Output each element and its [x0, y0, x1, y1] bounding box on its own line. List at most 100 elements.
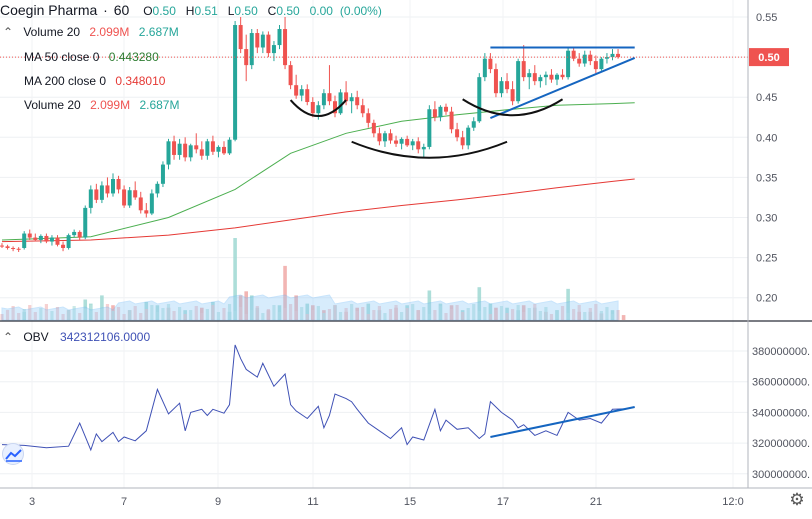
volume-bar [350, 304, 354, 320]
volume-bar [444, 313, 448, 320]
volume-bar [522, 312, 526, 320]
volume-bar [422, 307, 426, 320]
ohlc-low-value: 0.50 [234, 4, 258, 18]
candle-body [177, 143, 182, 155]
candle-body [88, 189, 93, 208]
candle-body [516, 61, 521, 102]
candle-body [55, 237, 60, 245]
candle-body [77, 231, 82, 238]
candle-body [399, 138, 404, 144]
chevron-up-icon[interactable]: ⌃ [2, 330, 14, 344]
volume-bar [194, 306, 198, 320]
candle-body [521, 61, 526, 78]
base-arc-drawing[interactable] [289, 99, 347, 117]
change-percent: (0.00%) [339, 4, 382, 18]
volume-bar [61, 314, 65, 320]
volume-bar [83, 309, 87, 320]
candle-body [616, 53, 621, 58]
volume-ma-area [1, 294, 619, 321]
grid-layer [0, 0, 748, 488]
candle-body [310, 102, 315, 114]
price-tick-label: 0.20 [756, 293, 777, 305]
interval-label[interactable]: 60 [113, 2, 130, 18]
obv-trendline[interactable] [490, 406, 635, 438]
candle-body [38, 235, 43, 240]
candle-body [560, 74, 565, 78]
volume-bar [366, 314, 370, 320]
candle-body [455, 129, 460, 138]
volume-bar [233, 311, 237, 320]
tradingview-logo-icon[interactable] [2, 443, 24, 465]
volume-bar [233, 238, 237, 320]
volume-bar [438, 306, 443, 320]
volume-bar [555, 310, 559, 320]
volume-bar [216, 312, 221, 320]
volume-legend-row[interactable]: ⌃ Volume 20 2.099M 2.687M [0, 23, 179, 42]
candle-body [72, 231, 77, 236]
volume-bar [227, 304, 232, 320]
volume-bar [183, 314, 187, 320]
base-arc-drawing[interactable] [351, 140, 508, 159]
candle-body [105, 185, 110, 194]
symbol-title[interactable]: Coegin Pharma [0, 2, 98, 18]
price-tick-label: 0.30 [756, 213, 777, 225]
ma200-legend-row[interactable]: MA 200 close 0 0.348010 [24, 72, 165, 91]
time-tick-label: 17 [497, 496, 509, 508]
candle-body [333, 101, 337, 114]
candle-body [366, 113, 371, 123]
candle-body [588, 54, 593, 62]
volume-bar [499, 306, 504, 320]
volume-bar [44, 304, 48, 320]
candle-body [566, 50, 571, 78]
time-tick-label: 3 [29, 496, 35, 508]
candle-body [277, 29, 282, 46]
candle-body [505, 81, 510, 90]
candle-body [155, 183, 160, 194]
volume2-legend-row[interactable]: Volume 20 2.099M 2.687M [24, 96, 179, 115]
obv-line [1, 344, 624, 452]
candle-body [160, 164, 165, 184]
candle-body [27, 233, 32, 238]
volume-bar [5, 310, 10, 320]
volume-bar [189, 310, 193, 320]
chevron-up-icon[interactable]: ⌃ [2, 25, 14, 39]
candle-body [122, 189, 127, 206]
volume-bar [599, 311, 603, 320]
volume-bar [560, 306, 565, 320]
ma50-legend-row[interactable]: MA 50 close 0 0.443280 [24, 48, 159, 67]
volume-bar [133, 306, 137, 320]
candle-body [127, 190, 132, 206]
candle-body [0, 245, 4, 247]
volume-bar [94, 312, 98, 320]
price-tick-label: 0.40 [756, 132, 777, 144]
volume-bar [594, 304, 598, 320]
ma50-legend-value: 0.443280 [108, 50, 159, 64]
last-price-tag[interactable] [749, 48, 789, 67]
candle-body [216, 146, 221, 152]
candle-body [355, 97, 360, 106]
volume-bar [266, 309, 270, 320]
time-tick-label: 9 [215, 496, 221, 508]
candle-body [249, 33, 254, 66]
candle-body [432, 109, 437, 118]
ohlc-low-key: L [227, 4, 235, 18]
base-arc-drawing[interactable] [462, 98, 564, 117]
candle-body [83, 207, 88, 238]
obv-legend-row[interactable]: ⌃ OBV 342312106.0000 [0, 328, 150, 347]
volume-bar [0, 314, 4, 320]
volume-bar [255, 306, 259, 320]
volume-bar [272, 305, 276, 320]
interval-separator: · [103, 2, 108, 18]
support-trendline[interactable] [490, 56, 636, 119]
candle-body [527, 73, 532, 78]
volume-bar [566, 313, 570, 320]
candle-body [321, 93, 326, 106]
price-tick-label: 0.25 [756, 253, 777, 265]
volume-bar [355, 311, 359, 320]
volume-bar [416, 311, 420, 320]
settings-gear-icon[interactable]: ⚙ [789, 490, 805, 509]
volume-bar [200, 313, 204, 320]
volume-bar [283, 308, 287, 320]
volume-bar [427, 314, 431, 320]
